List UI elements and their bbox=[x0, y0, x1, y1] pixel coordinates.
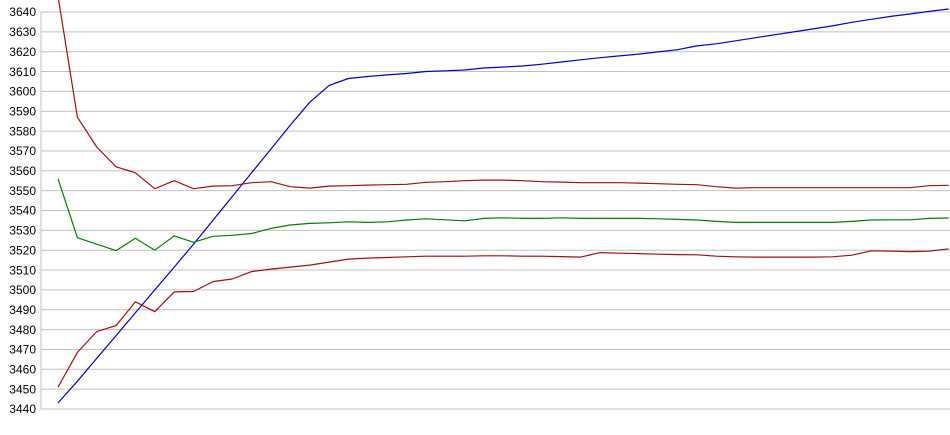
y-axis-tick-label: 3610 bbox=[9, 65, 36, 79]
y-axis-tick-label: 3620 bbox=[9, 45, 36, 59]
series-line-red-lower bbox=[57, 248, 949, 388]
y-axis-tick-label: 3530 bbox=[9, 224, 36, 238]
y-axis-tick-label: 3580 bbox=[9, 124, 36, 138]
y-axis-tick-label: 3520 bbox=[9, 243, 36, 257]
series-line-blue bbox=[57, 8, 949, 404]
gridlines bbox=[41, 11, 950, 410]
y-axis-tick-label: 3440 bbox=[9, 402, 36, 416]
y-axis-tick-label: 3570 bbox=[9, 144, 36, 158]
y-axis-tick-label: 3500 bbox=[9, 283, 36, 297]
y-axis-tick-label: 3450 bbox=[9, 382, 36, 396]
y-axis-tick-label: 3550 bbox=[9, 184, 36, 198]
y-axis-tick-label: 3540 bbox=[9, 204, 36, 218]
series-line-green bbox=[57, 178, 949, 252]
y-axis-tick-label: 3600 bbox=[9, 85, 36, 99]
y-axis-tick-label: 3460 bbox=[9, 363, 36, 377]
y-axis-tick-label: 3480 bbox=[9, 323, 36, 337]
y-axis-tick-label: 3470 bbox=[9, 343, 36, 357]
series-line-red-upper bbox=[58, 0, 949, 190]
y-axis-tick-label: 3640 bbox=[9, 5, 36, 19]
y-axis-tick-label: 3510 bbox=[9, 263, 36, 277]
y-axis-tick-label: 3590 bbox=[9, 104, 36, 118]
y-axis-tick-label: 3560 bbox=[9, 164, 36, 178]
series-lines bbox=[57, 0, 949, 404]
y-axis-tick-labels: 3640 3630 3620 3610 3600 3590 3580 3570 3560 3550… bbox=[9, 5, 36, 416]
y-axis-tick-label: 3630 bbox=[9, 25, 36, 39]
y-axis-tick-label: 3490 bbox=[9, 303, 36, 317]
